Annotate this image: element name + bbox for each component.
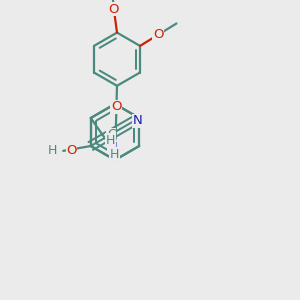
Text: H: H [106, 134, 115, 147]
Text: C: C [107, 128, 116, 141]
Text: H: H [110, 148, 119, 161]
Text: O: O [153, 28, 164, 41]
Text: O: O [109, 3, 119, 16]
Text: H: H [48, 144, 57, 158]
Text: N: N [107, 141, 117, 154]
Text: O: O [111, 100, 121, 113]
Text: N: N [133, 114, 142, 127]
Text: O: O [66, 144, 77, 158]
